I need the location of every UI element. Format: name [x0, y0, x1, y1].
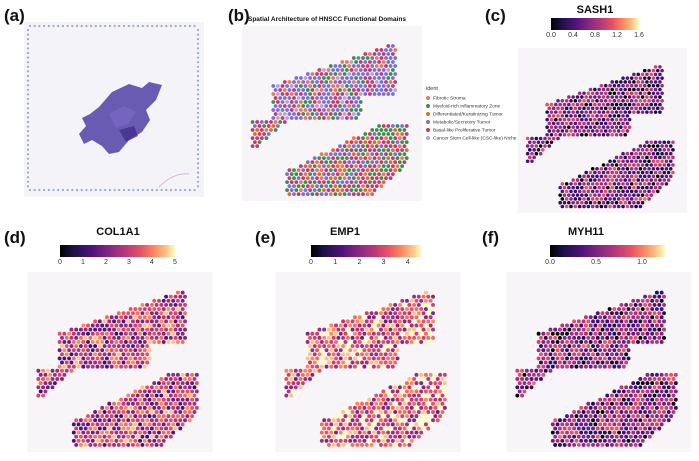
expression-map-d: [27, 272, 213, 452]
legend-label: Cancer Stem Cell-like (CSC-like) Niche: [433, 136, 517, 142]
cluster-map: [242, 26, 422, 201]
colorbar-tick-label: 3: [381, 259, 386, 266]
colorbar-e: [311, 245, 421, 257]
he-image: [24, 22, 204, 197]
panel-label-f: (f): [482, 228, 499, 247]
legend-swatch-icon: [426, 128, 430, 132]
colorbar-tick-label: 0.0: [546, 32, 556, 39]
legend-swatch-icon: [426, 136, 430, 140]
colorbar-tick-label: 0.0: [545, 259, 555, 266]
expression-map-f: [506, 272, 692, 452]
colorbar-tick-label: 0: [58, 259, 62, 266]
panel-c: (c) SASH1 0.0 0.4 0.8 1.2 1.6: [465, 0, 699, 220]
colorbar-tick-label: 0.8: [590, 32, 600, 39]
colorbar-tick-label: 0.5: [591, 259, 601, 266]
panel-e: (e) EMP1 0 1 2 3 4: [233, 226, 466, 461]
panel-label-c: (c): [485, 6, 506, 25]
gene-title-e: EMP1: [330, 226, 360, 238]
colorbar-d: [60, 245, 175, 257]
colorbar-tick-label: 1: [81, 259, 85, 266]
legend-item: Metabolic/Secretory Tumor: [426, 120, 490, 125]
expression-map-c: [517, 48, 688, 213]
legend-label: Fibrotic Stroma: [433, 96, 466, 102]
colorbar-tick-label: 4: [150, 259, 154, 266]
colorbar-tick-label: 2: [357, 259, 362, 266]
colorbar-tick-label: 0: [309, 259, 313, 266]
colorbar-tick-label: 0.4: [568, 32, 578, 39]
legend-swatch-icon: [426, 104, 430, 108]
legend-swatch-icon: [426, 96, 430, 100]
legend-swatch-icon: [426, 120, 430, 124]
legend-item: Cancer Stem Cell-like (CSC-like) Niche: [426, 136, 516, 141]
panel-a: (a): [0, 0, 204, 200]
legend-item: Myeloid-rich Inflammatory Zone: [426, 104, 500, 109]
legend-item: Fibrotic Stroma: [426, 96, 466, 101]
expression-map-e: [275, 272, 461, 452]
gene-title-f: MYH11: [567, 226, 605, 238]
colorbar-tick-label: 2: [104, 259, 108, 266]
colorbar-c: [551, 18, 639, 30]
legend-swatch-icon: [426, 112, 430, 116]
legend-label: Myeloid-rich Inflammatory Zone: [433, 104, 501, 110]
colorbar-tick-label: 1.0: [637, 259, 647, 266]
legend-label: Metabolic/Secretory Tumor: [433, 120, 491, 126]
colorbar-tick-label: 3: [127, 259, 131, 266]
panel-label-d: (d): [4, 228, 26, 247]
panel-b-title: Spatial Architecture of HNSCC Functional…: [248, 16, 406, 23]
panel-b: (b) Spatial Architecture of HNSCC Functi…: [200, 0, 516, 201]
panel-label-b: (b): [228, 6, 250, 25]
panel-f: (f) MYH11 0.0 0.5 1.0: [466, 226, 699, 461]
gene-title-d: COL1A1: [96, 226, 140, 238]
colorbar-tick-label: 1.6: [634, 32, 644, 39]
legend-title: ident: [426, 86, 438, 92]
colorbar-tick-label: 4: [405, 259, 410, 266]
panel-d: (d) COL1A1 0 1 2 3 4 5: [0, 226, 233, 461]
legend-item: Differentiated/Keratinizing Tumor: [426, 112, 503, 117]
legend-item: Basal-like Proliferative Tumor: [426, 128, 495, 133]
colorbar-tick-label: 5: [173, 259, 177, 266]
colorbar-tick-label: 1.2: [612, 32, 622, 39]
gene-title-c: SASH1: [576, 4, 614, 16]
colorbar-tick-label: 1: [333, 259, 338, 266]
panel-label-a: (a): [4, 6, 25, 25]
legend-label: Basal-like Proliferative Tumor: [433, 128, 496, 134]
colorbar-f: [550, 245, 665, 257]
fiducial-frame: [26, 24, 200, 192]
panel-label-e: (e): [255, 228, 276, 247]
legend-label: Differentiated/Keratinizing Tumor: [433, 112, 503, 118]
